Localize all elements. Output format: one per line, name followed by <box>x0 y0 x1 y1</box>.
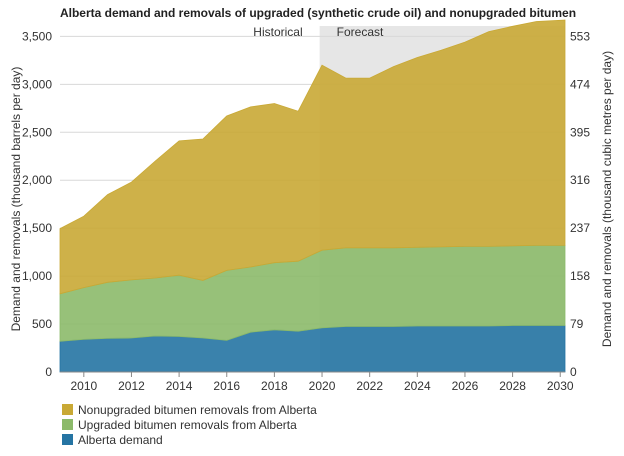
y-axis-right: 0 79 158 237 316 395 474 553 <box>570 29 590 379</box>
x-tick-label: 2010 <box>70 379 97 393</box>
x-tick-label: 2018 <box>261 379 288 393</box>
region-labels: Historical Forecast <box>253 25 384 39</box>
x-tick-label: 2028 <box>499 379 526 393</box>
y-tick-label: 1,500 <box>22 221 52 235</box>
y-tick-label: 2,000 <box>22 173 52 187</box>
area-nonupgraded-bitumen-removals-from-alberta <box>59 19 566 295</box>
y-tick-label: 3,500 <box>22 29 52 43</box>
x-tick-label: 2012 <box>118 379 145 393</box>
y-tick-label-right: 158 <box>570 269 590 283</box>
y-tick-label-right: 79 <box>570 317 584 331</box>
y-axis-left: 0 500 1,000 1,500 2,000 2,500 3,000 3,500 <box>22 29 52 379</box>
x-tick-label: 2030 <box>547 379 574 393</box>
legend-label-alberta-demand: Alberta demand <box>78 433 163 447</box>
y-axis-label-right: Demand and removals (thousand cubic metr… <box>600 51 614 347</box>
y-axis-label-left: Demand and removals (thousand barrels pe… <box>9 67 23 332</box>
y-tick-label-right: 316 <box>570 173 590 187</box>
legend: Nonupgraded bitumen removals from Albert… <box>62 403 317 447</box>
y-tick-label: 0 <box>45 365 52 379</box>
x-tick-label: 2020 <box>309 379 336 393</box>
y-tick-label: 1,000 <box>22 269 52 283</box>
y-tick-label-right: 237 <box>570 221 590 235</box>
y-tick-label: 3,000 <box>22 77 52 91</box>
y-tick-label: 2,500 <box>22 125 52 139</box>
y-tick-label-right: 395 <box>570 125 590 139</box>
forecast-label: Forecast <box>337 25 384 39</box>
legend-label-nonupgraded-bitumen-removals-from-alberta: Nonupgraded bitumen removals from Albert… <box>78 403 317 417</box>
legend-swatch-alberta-demand <box>62 434 73 445</box>
legend-label-upgraded-bitumen-removals-from-alberta: Upgraded bitumen removals from Alberta <box>78 418 297 432</box>
x-tick-label: 2022 <box>356 379 383 393</box>
legend-swatch-upgraded-bitumen-removals-from-alberta <box>62 419 73 430</box>
chart-title: Alberta demand and removals of upgraded … <box>60 6 576 20</box>
legend-swatch-nonupgraded-bitumen-removals-from-alberta <box>62 404 73 415</box>
y-tick-label-right: 474 <box>570 77 590 91</box>
x-axis: 2010 2012 2014 2016 2018 2020 2022 2024 2026 2028… <box>60 371 574 393</box>
stacked-areas <box>59 19 566 373</box>
x-tick-label: 2024 <box>404 379 431 393</box>
x-tick-label: 2014 <box>166 379 193 393</box>
y-tick-label: 500 <box>32 317 52 331</box>
x-tick-label: 2016 <box>213 379 240 393</box>
historical-label: Historical <box>253 25 302 39</box>
y-tick-label-right: 0 <box>570 365 577 379</box>
x-tick-label: 2026 <box>452 379 479 393</box>
y-tick-label-right: 553 <box>570 29 590 43</box>
